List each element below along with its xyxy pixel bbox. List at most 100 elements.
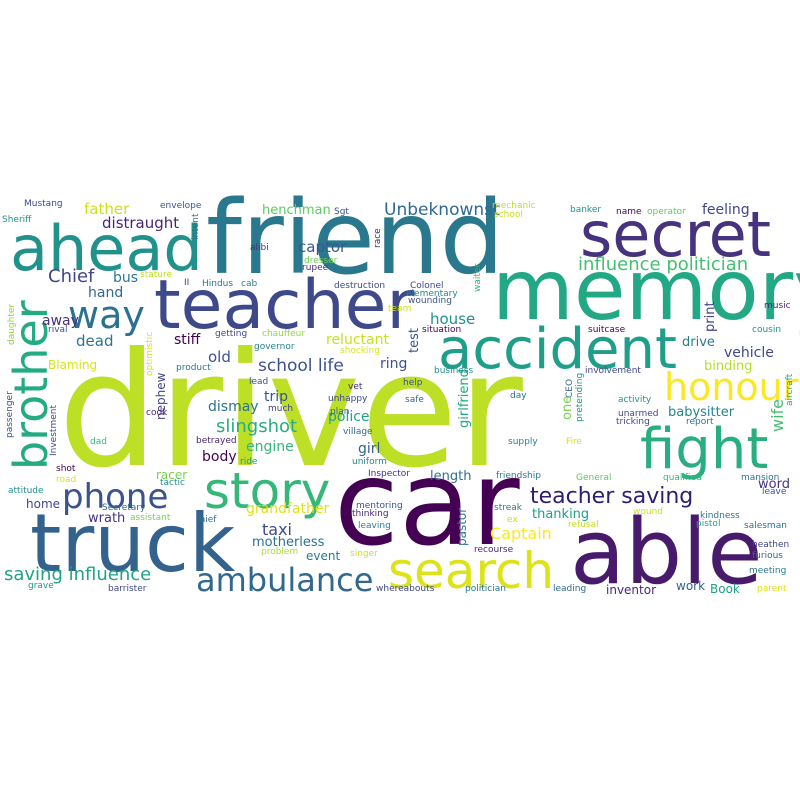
word-shot: shot <box>56 464 76 474</box>
word-binding: binding <box>704 359 753 374</box>
word-stature: stature <box>140 270 173 280</box>
word-unbeknownst: Unbeknownst <box>384 200 500 220</box>
word-wound: wound <box>633 507 663 517</box>
word-length: length <box>430 469 472 484</box>
word-friend: friend <box>206 179 505 298</box>
word-away: away <box>42 313 79 329</box>
word-teacher-saving: teacher saving <box>530 484 694 509</box>
word-passenger: passenger <box>5 391 15 438</box>
word-rupee: rupee <box>302 263 329 273</box>
word-alibi: alibi <box>250 243 269 253</box>
word-stiff: stiff <box>174 332 201 348</box>
word-babysitter: babysitter <box>668 405 735 420</box>
word-destruction: destruction <box>334 281 386 291</box>
word-leaving: leaving <box>358 521 391 531</box>
word-recourse: recourse <box>474 545 514 555</box>
word-suitcase: suitcase <box>588 325 626 335</box>
word-bus: bus <box>113 270 139 286</box>
word-event: event <box>306 549 341 563</box>
word-dad: dad <box>90 437 107 447</box>
word-car: car <box>334 434 520 572</box>
word-village: village <box>343 427 373 437</box>
word-drive: drive <box>682 335 715 350</box>
word-pistol: pistol <box>696 519 721 529</box>
word-book: Book <box>710 582 740 596</box>
word-lead: lead <box>249 377 269 387</box>
word-activity: activity <box>618 395 652 405</box>
word-rival: rival <box>48 325 68 335</box>
word-ride: ride <box>240 457 258 467</box>
word-trip: trip <box>264 389 289 405</box>
word-much: much <box>268 404 294 414</box>
word-search: search <box>388 542 555 600</box>
word-girlfriend: girlfriend <box>457 369 472 428</box>
word-vehicle: vehicle <box>724 345 774 361</box>
word-name: name <box>616 207 642 217</box>
word-problem: problem <box>261 547 299 557</box>
word-ring: ring <box>380 356 408 372</box>
word-blaming: Blaming <box>48 358 98 372</box>
word-police: police <box>328 409 370 425</box>
word-taxi: taxi <box>262 520 292 539</box>
word-refusal: refusal <box>568 520 599 530</box>
word-saving-influence: saving influence <box>4 564 152 585</box>
word-home: home <box>26 497 61 511</box>
word-captor: captor <box>298 238 347 256</box>
word-influence-politician: influence politician <box>578 254 749 275</box>
word-tactic: tactic <box>160 478 185 488</box>
word-unhappy: unhappy <box>328 394 368 404</box>
word-unarmed: unarmed <box>618 409 659 419</box>
word-hand: hand <box>88 285 124 301</box>
word-vet: vet <box>348 382 363 392</box>
word-phone: phone <box>62 477 169 517</box>
word-chauffeur: chauffeur <box>262 329 306 339</box>
word-pretending: pretending <box>575 372 585 422</box>
word-captain: Captain <box>490 524 552 543</box>
word-mechanic: mechanic <box>492 201 536 211</box>
word-test: test <box>407 328 422 353</box>
word-mustang: Mustang <box>24 199 63 209</box>
word-reluctant: reluctant <box>326 332 389 348</box>
word-race: race <box>373 228 383 248</box>
word-ex: ex <box>507 515 518 525</box>
word-word: word <box>758 477 790 492</box>
word-situation: situation <box>422 325 462 335</box>
word-old: old <box>208 348 231 366</box>
word-honour: honour <box>664 365 799 409</box>
word-music: music <box>764 301 791 311</box>
word-house: house <box>430 310 476 328</box>
word-cook: cook <box>146 408 168 418</box>
word-wrath: wrath <box>88 511 126 526</box>
word-help: help <box>403 378 423 388</box>
word-business: business <box>434 366 474 376</box>
word-cousin: cousin <box>752 325 782 335</box>
word-grave: grave <box>28 581 54 591</box>
word-print: print <box>703 301 718 332</box>
word-banker: banker <box>570 205 602 215</box>
word-tricking: tricking <box>616 417 650 427</box>
word-salesman: salesman <box>744 521 787 531</box>
word-secret: secret <box>580 198 772 271</box>
word-slingshot: slingshot <box>216 416 298 437</box>
word-body: body <box>202 449 237 465</box>
word-intent: intent <box>191 213 201 240</box>
word-one: one <box>560 395 575 420</box>
word-report: report <box>686 417 714 427</box>
word-friendship: friendship <box>496 471 541 481</box>
word-fire: Fire <box>566 437 583 447</box>
word-school-life: school life <box>258 356 344 376</box>
word-mansion: mansion <box>741 473 780 483</box>
word-meeting: meeting <box>749 566 787 576</box>
word-memory: memory <box>492 241 800 339</box>
word-story: story <box>204 462 331 520</box>
word-singer: singer <box>350 549 378 559</box>
word-able: able <box>570 500 763 605</box>
word-plan: plan <box>330 407 350 417</box>
word-attitude: attitude <box>8 486 44 496</box>
word-racer: racer <box>156 468 188 482</box>
word-furious: furious <box>752 551 783 561</box>
word-waiter: waiter <box>473 263 483 292</box>
word-dismay: dismay <box>208 399 259 415</box>
word-road: road <box>56 475 77 485</box>
